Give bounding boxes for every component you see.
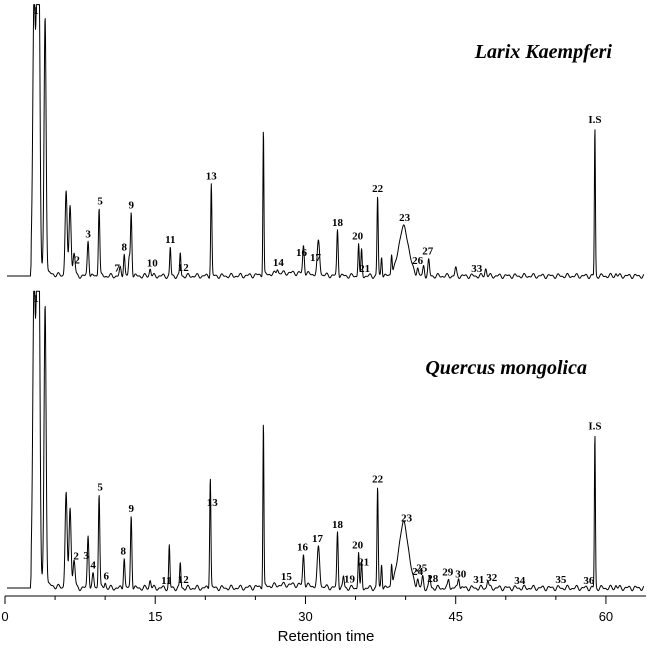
peak-label: 14 bbox=[273, 257, 285, 269]
peak-label: 26 bbox=[412, 255, 424, 267]
peak-label: 5 bbox=[97, 196, 103, 208]
peak-label: 16 bbox=[297, 542, 309, 554]
peak-label: 12 bbox=[178, 262, 190, 274]
peak-label: 17 bbox=[310, 252, 322, 264]
peak-label: 31 bbox=[473, 574, 484, 586]
peak-label: 13 bbox=[207, 497, 219, 509]
peak-label: 23 bbox=[399, 212, 411, 224]
x-axis: 0 15 30 45 60 Retention time bbox=[1, 595, 646, 645]
peak-label: 18 bbox=[332, 519, 344, 531]
peak-label: 27 bbox=[422, 246, 434, 258]
peak-label: 2 bbox=[74, 255, 80, 267]
peak-label: 33 bbox=[471, 263, 483, 275]
peak-label: 7 bbox=[114, 263, 120, 275]
peak-label: 3 bbox=[85, 228, 91, 240]
peak-label: 22 bbox=[372, 183, 384, 195]
peak-label: 6 bbox=[103, 570, 109, 582]
peak-label: 13 bbox=[206, 171, 218, 183]
peak-label: I.S bbox=[588, 420, 601, 432]
x-tick-label: 60 bbox=[599, 609, 613, 624]
peak-label: 23 bbox=[401, 513, 413, 525]
quercus-trace bbox=[6, 290, 645, 592]
peak-label: 30 bbox=[455, 569, 467, 581]
peak-label: 3 bbox=[83, 550, 89, 562]
peak-label: I.S bbox=[588, 114, 601, 126]
peak-label: 20 bbox=[352, 231, 364, 243]
peak-label: 12 bbox=[178, 574, 190, 586]
peak-label: 20 bbox=[352, 540, 364, 552]
peak-label: 18 bbox=[332, 217, 344, 229]
peak-label: 8 bbox=[121, 241, 127, 253]
peak-label: 1 bbox=[33, 293, 39, 305]
peak-label: 34 bbox=[514, 575, 526, 587]
peak-label: 22 bbox=[372, 474, 384, 486]
peak-label: 21 bbox=[358, 557, 369, 569]
peak-label: 36 bbox=[583, 575, 595, 587]
peak-label: 28 bbox=[427, 573, 439, 585]
larix-title: Larix Kaempferi bbox=[474, 41, 613, 63]
peak-label: 32 bbox=[486, 572, 498, 584]
x-tick-label: 30 bbox=[298, 609, 312, 624]
peak-label: 5 bbox=[97, 482, 103, 494]
x-axis-ticks: 0 15 30 45 60 bbox=[1, 596, 613, 624]
peak-label: 15 bbox=[281, 571, 293, 583]
peak-label: 9 bbox=[128, 200, 134, 212]
peak-label: 19 bbox=[344, 573, 356, 585]
peak-label: 10 bbox=[147, 258, 159, 270]
peak-label: 17 bbox=[312, 533, 324, 545]
peak-label: 35 bbox=[555, 574, 567, 586]
peak-label: 25 bbox=[416, 562, 428, 574]
x-axis-title: Retention time bbox=[278, 628, 375, 645]
quercus-title: Quercus mongolica bbox=[425, 357, 587, 379]
x-tick-label: 15 bbox=[148, 609, 162, 624]
peak-label: 11 bbox=[161, 575, 171, 587]
peak-label: 24 bbox=[412, 566, 424, 578]
peak-label: 8 bbox=[120, 546, 126, 558]
x-tick-label: 45 bbox=[448, 609, 462, 624]
peak-label: 9 bbox=[128, 503, 134, 515]
peak-label: 29 bbox=[442, 567, 454, 579]
peak-label: 16 bbox=[296, 247, 308, 259]
peak-label: 1 bbox=[33, 5, 39, 17]
x-tick-label: 0 bbox=[1, 609, 8, 624]
peak-label: 21 bbox=[359, 263, 370, 275]
peak-label: 11 bbox=[165, 234, 175, 246]
peak-label: 2 bbox=[73, 550, 79, 562]
peak-label: 4 bbox=[90, 560, 96, 572]
larix-trace bbox=[6, 4, 645, 280]
